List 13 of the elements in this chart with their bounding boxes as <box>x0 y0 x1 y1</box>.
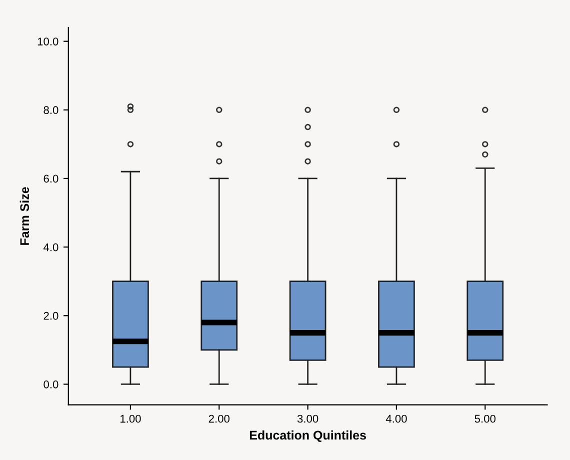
x-tick-label: 4.00 <box>386 414 407 423</box>
y-tick-label: 0.0 <box>44 380 58 388</box>
y-tick-label: 4.0 <box>43 243 58 252</box>
y-tick-label: 6.0 <box>44 174 58 183</box>
x-axis-title: Education Quintiles <box>250 430 366 442</box>
x-tick-label: 1.00 <box>120 414 141 423</box>
x-tick-label: 5.00 <box>474 414 496 423</box>
y-tick-label: 10.0 <box>38 38 58 46</box>
x-tick-label: 3.00 <box>297 414 318 423</box>
y-axis-title: Farm Size <box>20 187 30 245</box>
y-tick-label: 8.0 <box>44 106 58 114</box>
y-tick-label: 2.0 <box>44 312 58 320</box>
x-tick-label: 2.00 <box>208 414 230 423</box>
